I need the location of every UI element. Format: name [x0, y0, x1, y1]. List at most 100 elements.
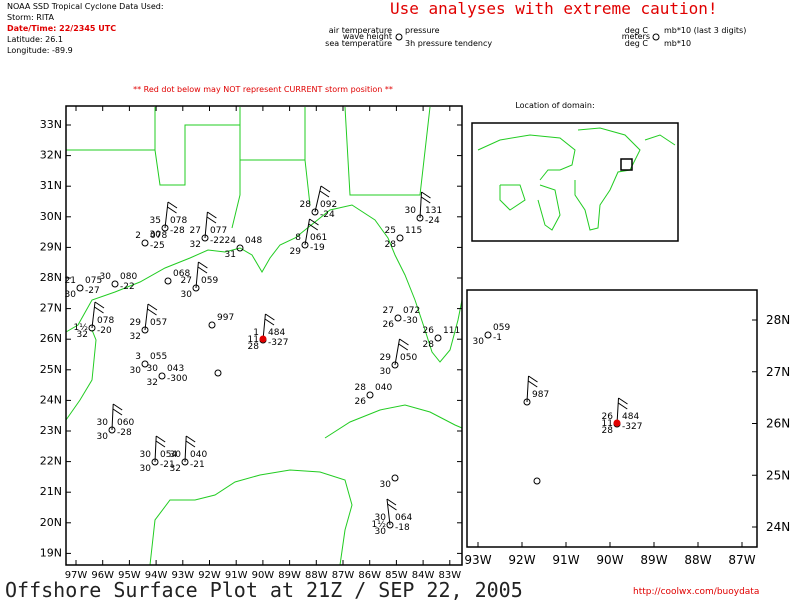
lat-label: 23N	[40, 424, 62, 437]
legend-text: meters	[622, 32, 650, 41]
station-value: 30	[375, 513, 387, 523]
station-value: 28	[602, 426, 614, 436]
lat-label: 26N	[40, 332, 62, 345]
station-value: 28	[423, 340, 435, 350]
legend-text: 3h pressure tendency	[405, 39, 492, 48]
station-value: 30	[375, 527, 387, 537]
station	[111, 280, 119, 288]
station-value: 30	[65, 290, 77, 300]
lon-label: 90W	[252, 570, 275, 581]
station-value: 057	[150, 318, 167, 328]
wind-barb	[421, 191, 431, 199]
station-value: 28	[300, 200, 312, 210]
station	[301, 241, 309, 249]
header-line: Latitude: 26.1	[7, 35, 63, 44]
station-value: 30	[405, 206, 417, 216]
station-value: -22	[120, 282, 135, 292]
wind-barb	[94, 306, 104, 314]
wind-barb	[308, 223, 319, 231]
storm-position	[259, 335, 267, 343]
station-value: 26	[423, 326, 435, 336]
station-value: 8	[295, 233, 301, 243]
station-value: -25	[150, 241, 165, 251]
footer-url[interactable]: http://coolwx.com/buoydata	[633, 587, 759, 597]
station	[158, 372, 166, 380]
wind-barb	[147, 308, 157, 316]
station-value: 050	[400, 353, 417, 363]
lon-label: 95W	[118, 570, 141, 581]
station-value: 30	[380, 480, 392, 490]
wind-barb	[265, 313, 275, 321]
station-value: 048	[245, 236, 262, 246]
legend-text: pressure	[405, 26, 440, 35]
station-value: 28	[355, 383, 367, 393]
lat-label: 24N	[766, 520, 790, 534]
station	[236, 244, 244, 252]
wind-barb	[304, 218, 310, 246]
footer-title: Offshore Surface Plot at 21Z / SEP 22, 2…	[5, 578, 523, 600]
lon-label: 83W	[438, 570, 461, 581]
station-value: 25	[385, 226, 396, 236]
station-value: 26	[602, 412, 614, 422]
station-value: 31	[225, 250, 236, 260]
lat-label: 25N	[40, 363, 62, 376]
wind-barb	[314, 185, 322, 213]
legend-station	[395, 33, 403, 41]
station-value: 054	[160, 450, 177, 460]
lat-label: 20N	[40, 516, 62, 529]
wind-barb	[185, 440, 196, 448]
station-value: 131	[425, 206, 442, 216]
station-value: 30	[140, 450, 152, 460]
legend-text: sea temperature	[325, 39, 392, 48]
station-value: 059	[201, 276, 218, 286]
station	[214, 369, 222, 377]
lat-label: 19N	[40, 546, 62, 559]
lon-label: 93W	[171, 570, 194, 581]
station-value: 30	[130, 366, 142, 376]
station	[141, 239, 149, 247]
wind-barb	[528, 375, 538, 383]
lon-label: 87W	[332, 570, 355, 581]
wind-barb	[420, 196, 431, 204]
station-value: 11	[602, 419, 613, 429]
wind-barb	[617, 402, 628, 410]
station	[533, 477, 541, 485]
wind-barb	[111, 403, 114, 431]
station-value: 30	[147, 364, 159, 374]
wind-barb	[618, 397, 628, 405]
station-value: 064	[395, 513, 412, 523]
wind-barb	[386, 498, 391, 526]
wind-barb	[94, 301, 105, 309]
wind-barb	[198, 261, 208, 269]
lon-label: 94W	[145, 570, 168, 581]
lon-label: 89W	[640, 553, 667, 567]
header-line: NOAA SSD Tropical Cyclone Data Used:	[7, 2, 164, 11]
lon-label: 92W	[508, 553, 535, 567]
station-value: -20	[97, 326, 112, 336]
station	[76, 284, 84, 292]
station-value: 29	[290, 247, 302, 257]
lat-label: 32N	[40, 149, 62, 162]
wind-barb	[387, 503, 397, 511]
lon-label: 90W	[596, 553, 623, 567]
station-value: 1	[253, 328, 259, 338]
station	[391, 361, 399, 369]
wind-barb	[167, 201, 178, 209]
world-map	[477, 127, 676, 231]
station-value: 040	[190, 450, 207, 460]
lat-label: 22N	[40, 455, 62, 468]
station-value: 32	[130, 332, 141, 342]
wind-barb	[207, 211, 217, 219]
station-value: 30	[380, 367, 392, 377]
station-value: 21	[65, 276, 76, 286]
station-value: 28	[385, 240, 397, 250]
lat-label: 27N	[766, 365, 790, 379]
lon-label: 84W	[412, 570, 435, 581]
wind-barb	[195, 261, 199, 289]
station-value: 28	[248, 342, 260, 352]
wind-barb	[197, 266, 208, 274]
station-value: 043	[167, 364, 184, 374]
station-value: 30	[473, 337, 485, 347]
wind-barb	[155, 435, 166, 443]
